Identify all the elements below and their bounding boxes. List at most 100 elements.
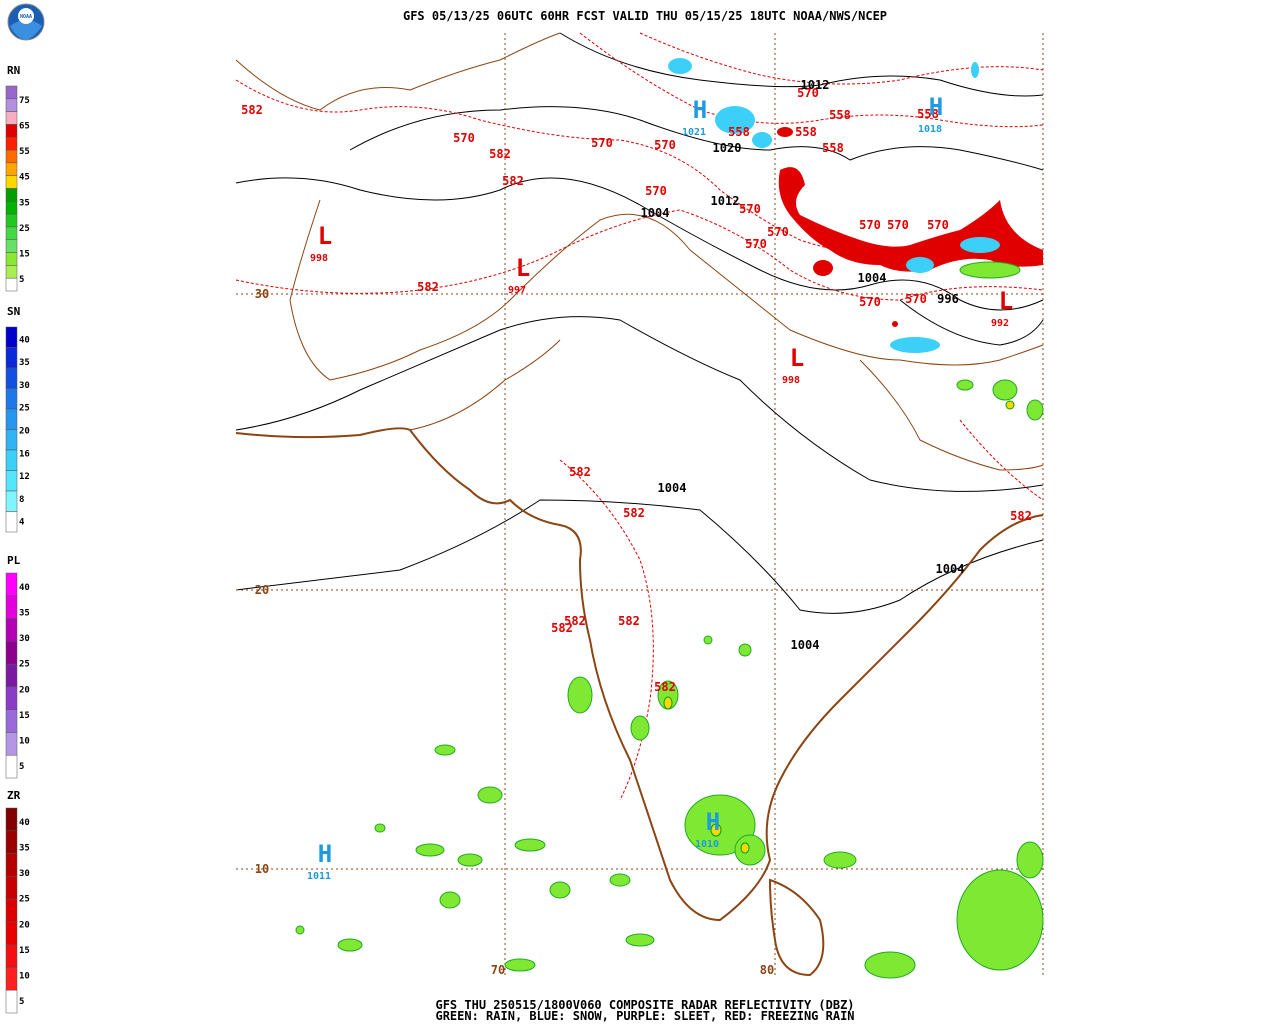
legend-swatch xyxy=(5,853,18,877)
legend-title: RN xyxy=(7,64,20,77)
legend-swatch xyxy=(5,429,18,451)
legend-level: 35 xyxy=(19,843,30,853)
borders xyxy=(235,32,1044,977)
system-pressure: 998 xyxy=(310,253,328,264)
legend-level: 40 xyxy=(19,583,30,593)
thickness-label: 570 xyxy=(859,218,881,232)
thickness-label: 582 xyxy=(417,280,439,294)
system-pressure: 1011 xyxy=(307,871,331,882)
legend-swatch xyxy=(5,618,18,642)
grid-label: 20 xyxy=(255,583,269,597)
isobar-label: 996 xyxy=(937,292,959,306)
isobar-label: 1004 xyxy=(791,638,820,652)
thickness-label: 570 xyxy=(739,202,761,216)
system-pressure: 1010 xyxy=(695,839,719,850)
legend-level: 55 xyxy=(19,147,30,157)
legend-swatch xyxy=(5,572,18,597)
legend-swatch xyxy=(5,663,18,688)
legend-level: 30 xyxy=(19,381,30,391)
legend-swatch xyxy=(5,367,18,389)
legend-swatch xyxy=(5,149,18,164)
system-symbol: L xyxy=(999,287,1013,315)
legend-swatch xyxy=(5,754,18,779)
legend-swatch xyxy=(5,226,18,240)
legend-swatch xyxy=(5,732,18,756)
legend-swatch xyxy=(5,898,18,923)
legend-level: 35 xyxy=(19,608,30,618)
isobars xyxy=(235,32,1044,614)
legend-swatch xyxy=(5,449,18,471)
system-symbol: L xyxy=(318,222,332,250)
thickness-label: 558 xyxy=(728,125,750,139)
thickness-label: 570 xyxy=(745,237,767,251)
system-pressure: 998 xyxy=(782,375,800,386)
legend-level: 25 xyxy=(19,660,30,670)
isobar-label: 1004 xyxy=(658,481,687,495)
isobar-label: 1012 xyxy=(801,78,830,92)
thickness-label: 582 xyxy=(502,174,524,188)
legend-level: 5 xyxy=(19,762,24,772)
legend-swatch xyxy=(5,85,18,100)
legend-swatch xyxy=(5,921,18,945)
legend-swatch xyxy=(5,213,18,228)
legend-swatch xyxy=(5,277,18,292)
precip-heavy xyxy=(663,400,1015,854)
thickness-label: 558 xyxy=(829,108,851,122)
legend-level: 20 xyxy=(19,920,30,930)
isobar-label: 1004 xyxy=(641,206,670,220)
thickness-label: 570 xyxy=(797,86,819,100)
map-background xyxy=(236,33,1043,978)
footer-line: GREEN: RAIN, BLUE: SNOW, PURPLE: SLEET, … xyxy=(435,1009,854,1023)
thickness-label: 582 xyxy=(623,506,645,520)
legend-level: 20 xyxy=(19,427,30,437)
logo-text: NOAA xyxy=(20,14,32,20)
legend-swatch xyxy=(5,239,18,253)
legend-swatch xyxy=(5,252,18,266)
system-symbol: H xyxy=(318,840,332,868)
legend-level: 25 xyxy=(19,404,30,414)
grid-label: 80 xyxy=(760,963,774,977)
legend-level: 15 xyxy=(19,946,30,956)
legend-swatch xyxy=(5,944,18,968)
color-legends: RN756555453525155SN4035302520161284PL403… xyxy=(5,64,30,1014)
footer-line: GFS THU 250515/1800V060 COMPOSITE RADAR … xyxy=(435,998,854,1012)
system-pressure: 992 xyxy=(991,318,1009,329)
thickness-contours xyxy=(235,32,1044,801)
isobar-label: 1004 xyxy=(936,562,965,576)
thickness-label: 570 xyxy=(654,138,676,152)
thickness-label: 570 xyxy=(927,218,949,232)
legend-swatch xyxy=(5,490,18,512)
thickness-label: 582 xyxy=(241,103,263,117)
legend-level: 25 xyxy=(19,224,30,234)
legend-level: 75 xyxy=(19,96,30,106)
legend-swatch xyxy=(5,686,18,710)
system-symbol: L xyxy=(516,254,530,282)
thickness-label: 570 xyxy=(767,225,789,239)
legend-level: 5 xyxy=(19,275,24,285)
legend-swatch xyxy=(5,511,18,533)
thickness-label: 570 xyxy=(859,295,881,309)
legend-level: 4 xyxy=(19,518,25,528)
thickness-label: 570 xyxy=(887,218,909,232)
legend-level: 40 xyxy=(19,335,30,345)
legend-swatch xyxy=(5,641,18,665)
legend-level: 25 xyxy=(19,895,30,905)
legend-swatch xyxy=(5,98,18,112)
legend-swatch xyxy=(5,830,18,854)
thickness-label: 570 xyxy=(591,136,613,150)
legend-swatch xyxy=(5,967,18,991)
legend-level: 8 xyxy=(19,495,24,505)
logo: NOAA xyxy=(7,3,45,41)
isobar-label: 1004 xyxy=(858,271,887,285)
legend-swatch xyxy=(5,347,18,369)
legend-level: 30 xyxy=(19,869,30,879)
precip-rain xyxy=(295,261,1044,979)
thickness-label: 570 xyxy=(453,131,475,145)
legend-swatch xyxy=(5,124,18,138)
legend-swatch xyxy=(5,175,18,189)
precip-snow xyxy=(668,58,1000,353)
grid-label: 10 xyxy=(255,862,269,876)
